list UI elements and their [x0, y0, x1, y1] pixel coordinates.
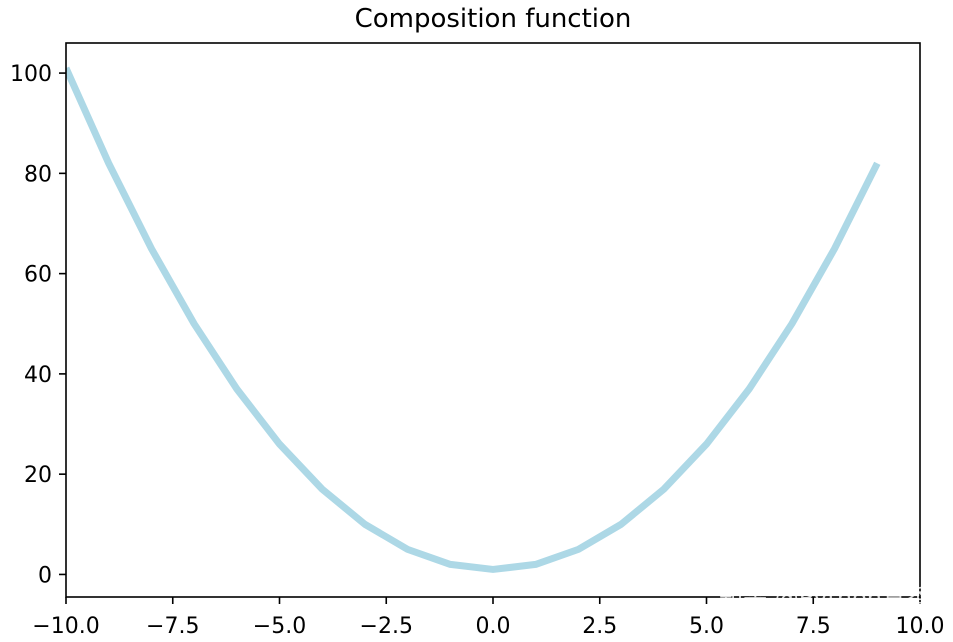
x-tick-label: −7.5: [146, 614, 199, 639]
x-tick-label: −2.5: [360, 614, 413, 639]
x-tick-label: 7.5: [796, 614, 831, 639]
y-tick-label: 0: [38, 563, 52, 588]
axes: −10.0 −7.5 −5.0 −2.5 0.0 2.5 5.0 7.5 10.0 0 20 40 60…: [10, 42, 945, 639]
x-tick-label: −5.0: [253, 614, 306, 639]
watermark: 知乎 @Python真香: [719, 584, 930, 612]
x-tick-label: 5.0: [689, 614, 724, 639]
y-tick-label: 60: [24, 263, 52, 288]
chart-title: Composition function: [355, 4, 632, 34]
plot-area: [66, 66, 881, 573]
x-tick-label: −10.0: [32, 614, 99, 639]
x-tick-label: 0.0: [476, 614, 511, 639]
series-line-0: [66, 66, 881, 573]
y-tick-label: 20: [24, 463, 52, 488]
y-tick-label: 80: [24, 162, 52, 187]
y-tick-label: 100: [10, 62, 52, 87]
y-tick-label: 40: [24, 363, 52, 388]
x-tick-label: 2.5: [582, 614, 617, 639]
x-tick-label: 10.0: [896, 614, 945, 639]
